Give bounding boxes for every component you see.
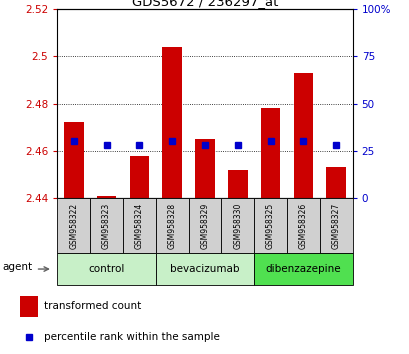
Bar: [319, 198, 352, 253]
Text: control: control: [88, 264, 124, 274]
Text: GSM958324: GSM958324: [135, 202, 144, 249]
Text: GSM958329: GSM958329: [200, 202, 209, 249]
Title: GDS5672 / 236297_at: GDS5672 / 236297_at: [131, 0, 278, 8]
Bar: [155, 253, 254, 285]
FancyArrowPatch shape: [38, 267, 48, 271]
Bar: [162, 47, 182, 198]
Bar: [64, 122, 83, 198]
Text: dibenzazepine: dibenzazepine: [265, 264, 340, 274]
Bar: [221, 198, 254, 253]
Bar: [123, 198, 155, 253]
Text: GSM958322: GSM958322: [69, 202, 78, 249]
Text: GSM958328: GSM958328: [167, 202, 176, 249]
Bar: [293, 73, 312, 198]
Text: GSM958323: GSM958323: [102, 202, 111, 249]
Bar: [326, 167, 345, 198]
Bar: [155, 198, 188, 253]
Text: percentile rank within the sample: percentile rank within the sample: [43, 332, 219, 342]
Text: GSM958325: GSM958325: [265, 202, 274, 249]
Text: GSM958326: GSM958326: [298, 202, 307, 249]
Bar: [227, 170, 247, 198]
Bar: [57, 198, 90, 253]
Text: bevacizumab: bevacizumab: [170, 264, 239, 274]
Text: agent: agent: [3, 262, 33, 273]
Bar: [286, 198, 319, 253]
Bar: [195, 139, 214, 198]
Bar: [90, 198, 123, 253]
Bar: [97, 196, 116, 198]
Text: GSM958327: GSM958327: [331, 202, 340, 249]
Bar: [188, 198, 221, 253]
Text: GSM958330: GSM958330: [233, 202, 242, 249]
Bar: [57, 253, 155, 285]
Bar: [20, 296, 38, 317]
Bar: [254, 198, 286, 253]
Bar: [254, 253, 352, 285]
Text: transformed count: transformed count: [43, 301, 141, 311]
Bar: [260, 108, 280, 198]
Bar: [129, 156, 149, 198]
